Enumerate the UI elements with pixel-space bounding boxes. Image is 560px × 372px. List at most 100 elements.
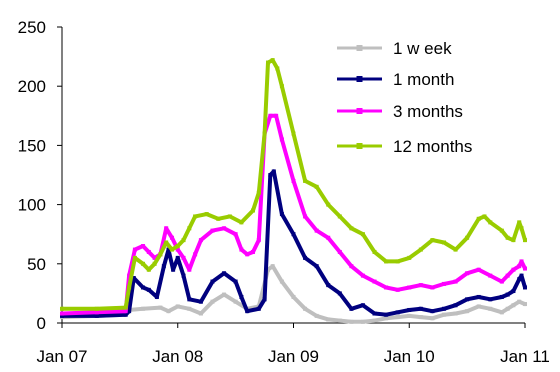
series-3 (60, 58, 527, 311)
data-point (303, 255, 308, 260)
legend-marker (356, 108, 363, 114)
data-point (314, 228, 319, 233)
data-point (268, 113, 273, 118)
data-point (372, 249, 377, 254)
data-point (395, 259, 400, 264)
data-point (233, 299, 238, 304)
data-point (337, 214, 342, 219)
data-point (132, 247, 137, 252)
data-point (60, 306, 64, 311)
y-tick-label: 250 (18, 18, 46, 37)
legend-item: 12 months (337, 137, 472, 156)
data-point (210, 299, 215, 304)
data-point (279, 84, 284, 89)
data-point (262, 297, 267, 302)
legend-item: 3 months (337, 102, 463, 121)
data-point (256, 306, 261, 311)
data-point (395, 310, 400, 315)
legend-label: 1 month (393, 70, 454, 89)
data-point (441, 306, 446, 311)
data-point (256, 190, 261, 195)
data-point (511, 289, 516, 294)
data-point (161, 264, 166, 269)
data-point (233, 279, 238, 284)
data-point (511, 303, 516, 308)
data-point (303, 178, 308, 183)
data-point (476, 304, 481, 309)
data-point (193, 214, 198, 219)
data-point (407, 285, 412, 290)
data-point (198, 238, 203, 243)
series-1 (60, 169, 527, 318)
data-point (465, 297, 470, 302)
data-point (418, 306, 423, 311)
legend: 1 w eek 1 month 3 months 12 months (337, 39, 472, 156)
data-point (141, 244, 146, 249)
data-point (222, 226, 227, 231)
series-0 (60, 264, 527, 324)
y-tick-label: 200 (18, 77, 46, 96)
data-point (270, 58, 275, 63)
data-point (268, 173, 273, 177)
data-point (222, 271, 227, 276)
data-point (250, 249, 255, 254)
x-tick-label: Jan 11 (500, 347, 550, 366)
data-point (60, 311, 64, 316)
data-point (274, 113, 279, 118)
legend-label: 12 months (393, 137, 472, 156)
data-point (303, 214, 308, 219)
data-point (210, 228, 215, 233)
x-tick-label: Jan 10 (384, 347, 435, 366)
data-point (123, 305, 128, 310)
data-point (94, 310, 99, 315)
data-point (127, 273, 132, 278)
data-point (198, 299, 203, 304)
data-point (131, 276, 136, 281)
data-point (384, 259, 389, 264)
data-point (204, 212, 209, 217)
data-point (476, 267, 481, 272)
data-point (372, 279, 377, 284)
data-point (384, 285, 389, 290)
data-point (158, 305, 163, 310)
data-point (441, 240, 446, 245)
x-tick-label: Jan 08 (152, 347, 203, 366)
data-point (245, 252, 250, 257)
data-point (303, 306, 308, 311)
data-point (187, 267, 192, 272)
data-point (519, 226, 524, 231)
data-point (349, 306, 354, 311)
data-point (407, 313, 412, 318)
data-point (465, 271, 470, 276)
data-point (395, 315, 400, 320)
data-point (227, 214, 232, 219)
data-point (266, 60, 271, 65)
data-point (175, 304, 180, 309)
legend-marker (356, 76, 363, 82)
data-point (418, 247, 423, 252)
y-tick-label: 0 (37, 314, 46, 333)
data-point (279, 212, 284, 217)
data-point (337, 249, 342, 254)
data-point (198, 311, 203, 316)
data-point (511, 238, 516, 243)
data-point (519, 273, 524, 278)
data-point (519, 259, 524, 264)
data-point (505, 306, 510, 311)
data-point (164, 226, 169, 231)
y-tick-label: 150 (18, 136, 46, 155)
data-point (239, 294, 244, 299)
data-point (430, 316, 435, 321)
data-point (169, 235, 174, 240)
data-point (465, 309, 470, 314)
data-point (453, 303, 458, 308)
data-point (233, 232, 238, 237)
data-point (187, 297, 192, 302)
data-point (523, 302, 527, 307)
data-point (158, 252, 163, 257)
series-lines (60, 58, 527, 324)
data-point (314, 313, 319, 318)
x-tick-label: Jan 07 (36, 347, 87, 366)
data-point (523, 266, 527, 271)
